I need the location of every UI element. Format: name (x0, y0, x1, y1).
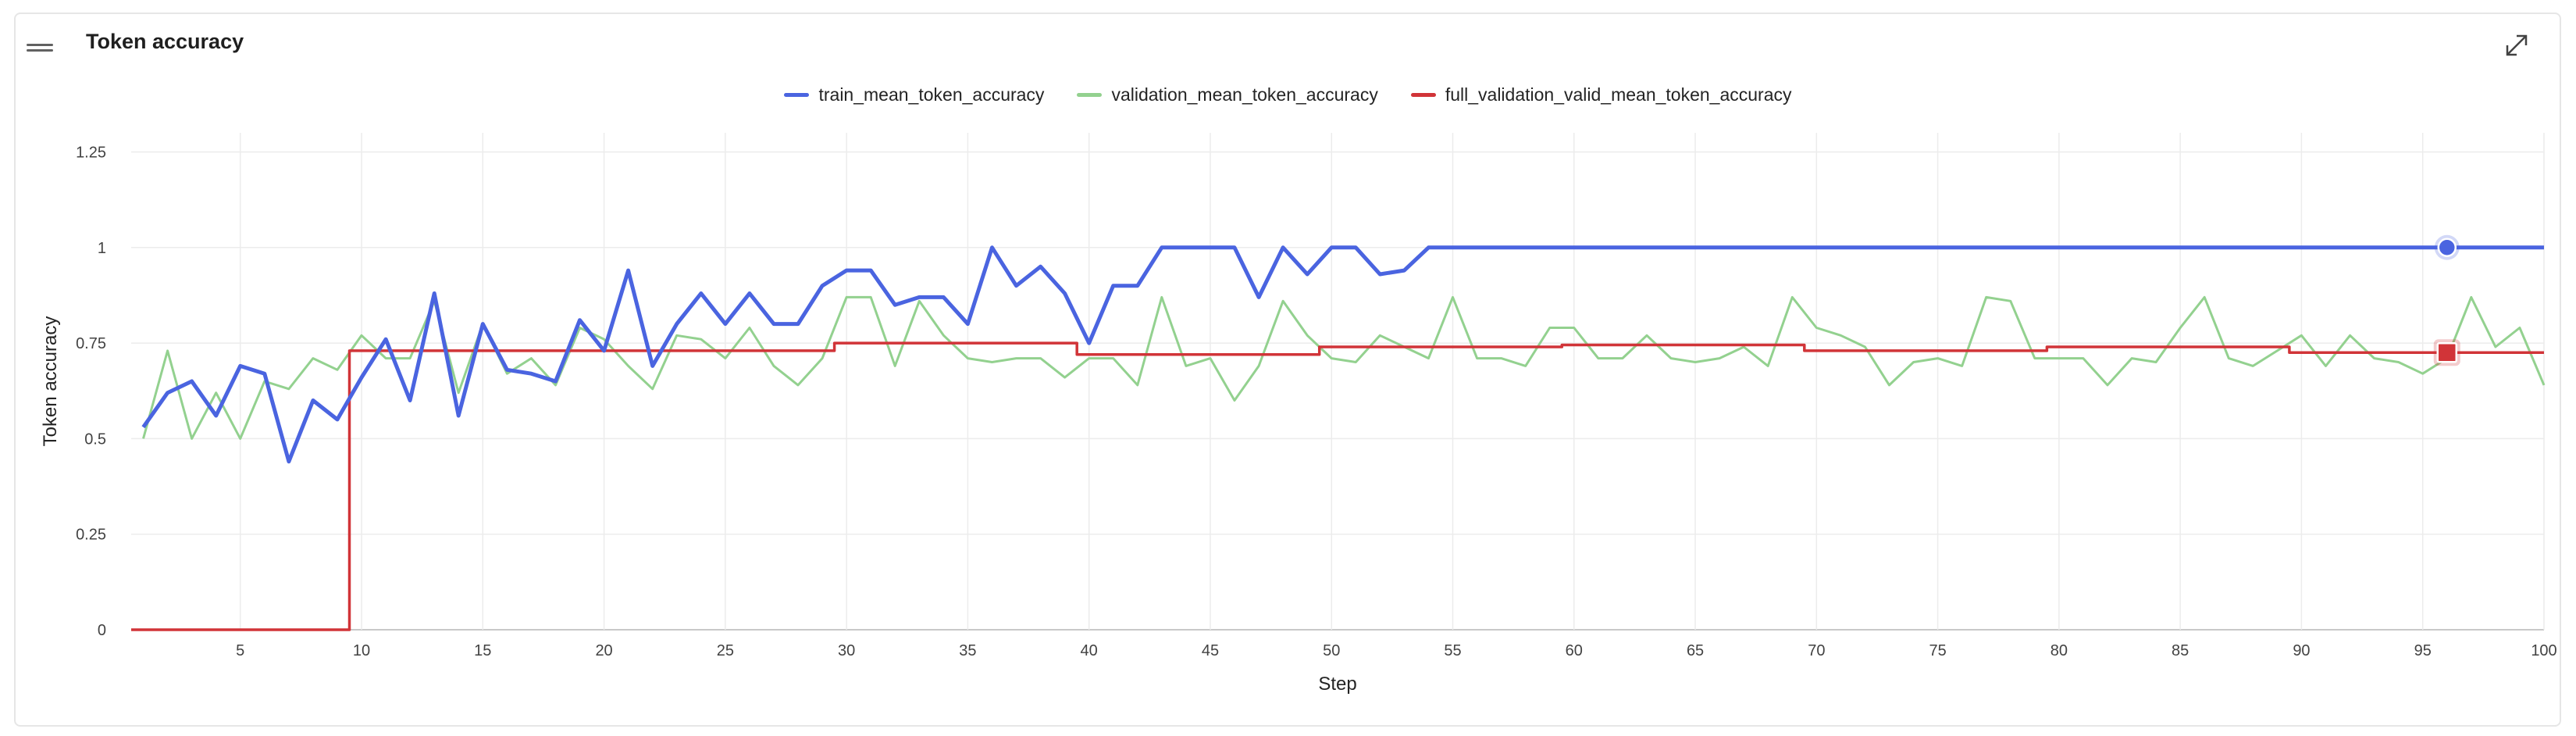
y-tick-label: 1 (98, 240, 106, 257)
x-tick-label: 90 (2293, 642, 2310, 659)
legend-label-full-validation: full_validation_valid_mean_token_accurac… (1445, 84, 1792, 105)
chart-legend: train_mean_token_accuracy validation_mea… (0, 84, 2576, 105)
legend-label-train: train_mean_token_accuracy (818, 84, 1045, 105)
chart-card (14, 13, 2561, 727)
legend-swatch-full-validation (1410, 93, 1436, 97)
y-tick-label: 0.25 (76, 527, 106, 544)
y-tick-label: 0.75 (76, 335, 106, 352)
series-layer (131, 245, 2546, 631)
x-tick-label: 40 (1081, 642, 1098, 659)
full-validation-marker (2436, 342, 2458, 363)
x-tick-label: 100 (2531, 642, 2556, 659)
legend-swatch-validation (1077, 93, 1103, 97)
x-axis-label: Step (1318, 673, 1356, 695)
hover-markers (2433, 234, 2460, 366)
card-title: Token accuracy (86, 30, 244, 53)
legend-label-validation: validation_mean_token_accuracy (1111, 84, 1378, 105)
x-tick-label: 15 (474, 642, 491, 659)
x-tick-label: 75 (1929, 642, 1946, 659)
x-tick-label: 85 (2172, 642, 2189, 659)
legend-item-full-validation[interactable]: full_validation_valid_mean_token_accurac… (1410, 84, 1792, 105)
axes: Step Token accuracy (40, 316, 1357, 695)
x-tick-label: 70 (1808, 642, 1825, 659)
series-train-line (141, 245, 2544, 464)
x-tick-label: 95 (2414, 642, 2432, 659)
y-tick-label: 0.5 (84, 431, 106, 448)
series-validation-line (142, 295, 2546, 440)
x-tick-label: 10 (353, 642, 370, 659)
series-full-validation-line (131, 341, 2544, 631)
x-tick-label: 35 (959, 642, 976, 659)
x-tick-label: 45 (1202, 642, 1219, 659)
x-tick-label: 30 (838, 642, 855, 659)
x-tick-label: 60 (1566, 642, 1583, 659)
x-tick-label: 65 (1687, 642, 1704, 659)
drag-handle-icon[interactable] (27, 42, 53, 53)
train-marker (2437, 238, 2457, 258)
x-tick-label: 5 (236, 642, 244, 659)
x-tick-label: 55 (1444, 642, 1461, 659)
legend-item-validation[interactable]: validation_mean_token_accuracy (1077, 84, 1378, 105)
grid: 0 0.25 0.5 0.75 1 1.25 5 10 15 20 25 30 35 40 45 50 55 60… (76, 133, 2557, 659)
legend-swatch-train (784, 93, 810, 97)
y-tick-label: 1.25 (76, 144, 106, 161)
x-tick-label: 50 (1323, 642, 1340, 659)
x-tick-label: 25 (717, 642, 734, 659)
legend-item-train[interactable]: train_mean_token_accuracy (784, 84, 1044, 105)
expand-icon[interactable] (2503, 31, 2531, 59)
x-tick-label: 80 (2050, 642, 2068, 659)
y-axis-label: Token accuracy (40, 316, 61, 447)
x-tick-label: 20 (595, 642, 612, 659)
y-tick-label: 0 (98, 622, 106, 639)
